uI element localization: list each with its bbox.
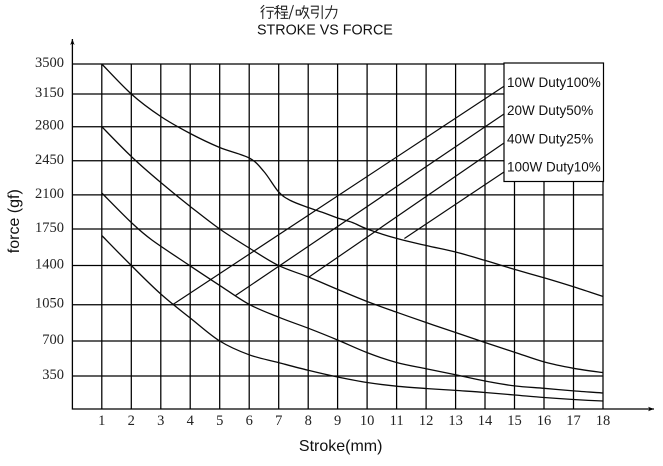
svg-text:15: 15 bbox=[507, 413, 522, 429]
svg-text:1050: 1050 bbox=[35, 296, 64, 312]
svg-text:6: 6 bbox=[246, 413, 253, 429]
svg-text:10W Duty100%: 10W Duty100% bbox=[507, 75, 601, 90]
svg-text:12: 12 bbox=[419, 413, 434, 429]
svg-text:18: 18 bbox=[596, 413, 611, 429]
svg-text:40W Duty25%: 40W Duty25% bbox=[507, 131, 593, 146]
svg-text:11: 11 bbox=[390, 413, 404, 429]
svg-text:3150: 3150 bbox=[35, 85, 64, 101]
svg-text:3: 3 bbox=[157, 413, 164, 429]
svg-text:14: 14 bbox=[478, 413, 493, 429]
svg-text:10: 10 bbox=[360, 413, 375, 429]
svg-text:5: 5 bbox=[216, 413, 223, 429]
svg-text:100W Duty10%: 100W Duty10% bbox=[507, 159, 601, 174]
svg-text:4: 4 bbox=[187, 413, 195, 429]
svg-text:8: 8 bbox=[305, 413, 312, 429]
svg-text:force (gf): force (gf) bbox=[6, 189, 23, 253]
svg-text:9: 9 bbox=[334, 413, 341, 429]
svg-text:16: 16 bbox=[537, 413, 552, 429]
svg-text:20W Duty50%: 20W Duty50% bbox=[507, 103, 593, 118]
svg-text:13: 13 bbox=[448, 413, 463, 429]
svg-text:1: 1 bbox=[98, 413, 105, 429]
svg-text:350: 350 bbox=[42, 367, 64, 383]
svg-text:700: 700 bbox=[42, 332, 64, 348]
svg-text:2100: 2100 bbox=[35, 186, 64, 202]
svg-text:1750: 1750 bbox=[35, 220, 64, 236]
svg-text:Stroke(mm): Stroke(mm) bbox=[299, 438, 383, 455]
svg-text:2450: 2450 bbox=[35, 152, 64, 168]
svg-text:2: 2 bbox=[128, 413, 135, 429]
svg-text:STROKE VS FORCE: STROKE VS FORCE bbox=[257, 23, 393, 39]
svg-text:2800: 2800 bbox=[35, 118, 64, 134]
svg-text:7: 7 bbox=[275, 413, 282, 429]
svg-text:17: 17 bbox=[566, 413, 581, 429]
svg-text:3500: 3500 bbox=[35, 55, 64, 71]
svg-text:1400: 1400 bbox=[35, 257, 64, 273]
